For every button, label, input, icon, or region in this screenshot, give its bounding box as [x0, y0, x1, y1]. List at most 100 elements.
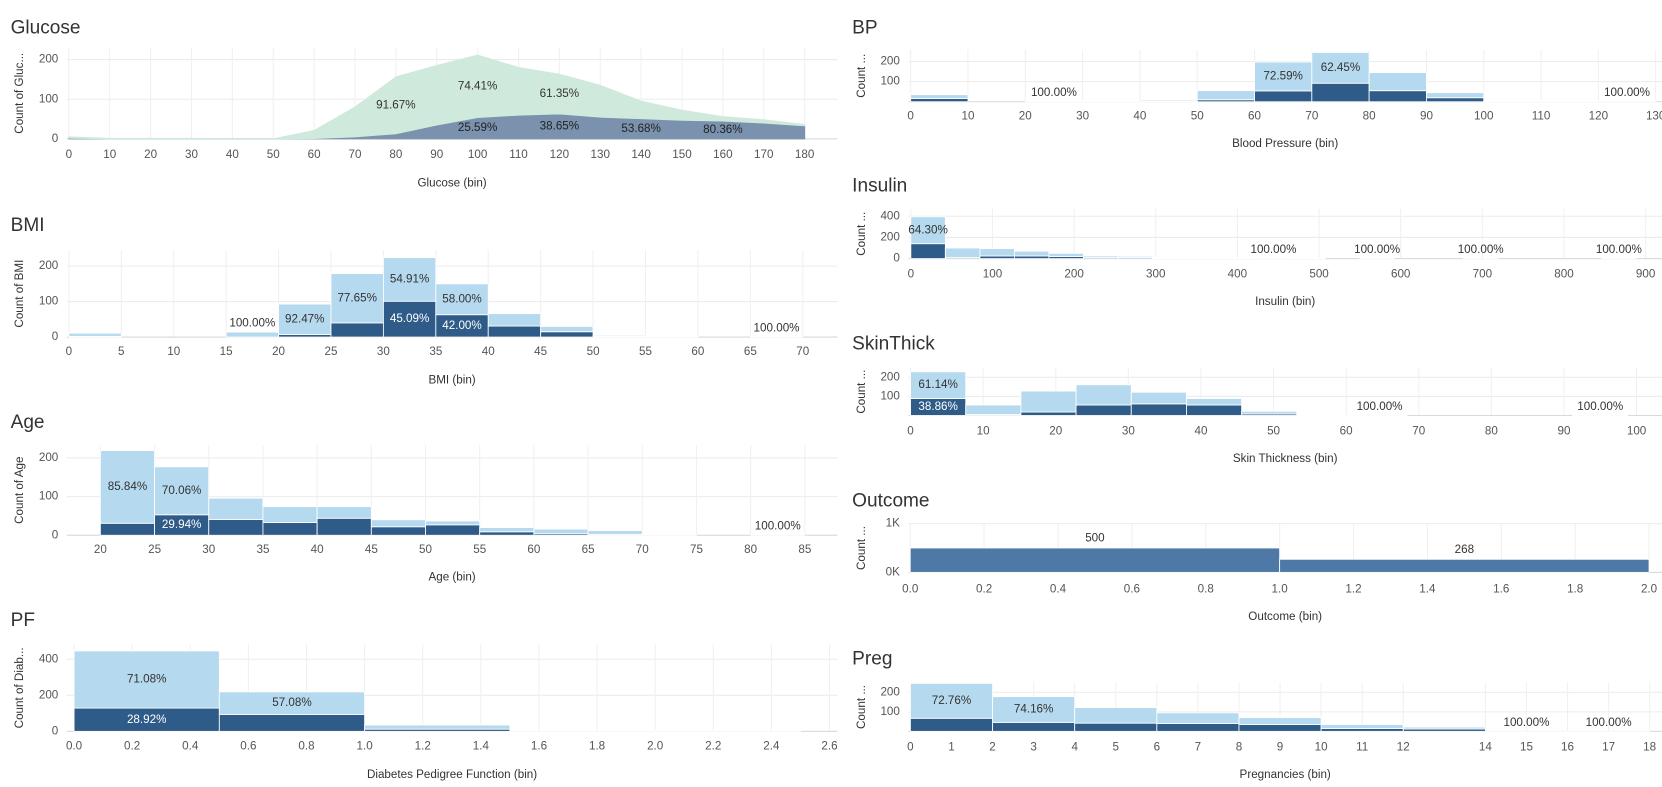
x-tick-label: 20 [272, 345, 285, 358]
x-tick-label: 1.8 [1567, 582, 1583, 595]
x-tick-label: 8 [1236, 740, 1242, 753]
percent-label: 100.00% [755, 519, 801, 532]
x-tick-label: 100 [1474, 110, 1494, 123]
x-tick-label: 60 [1248, 110, 1261, 123]
x-tick-label: 400 [1228, 268, 1248, 281]
x-tick-label: 2.6 [821, 739, 837, 752]
percent-label: 38.65% [540, 119, 579, 132]
x-tick-label: 0 [907, 110, 914, 123]
y-tick-label: 200 [39, 688, 59, 701]
percent-label: 100.00% [1586, 716, 1632, 729]
bar-segment [262, 522, 318, 536]
bar-segment [382, 300, 437, 338]
x-tick-label: 1.6 [531, 739, 547, 752]
x-tick-label: 65 [582, 543, 595, 556]
x-tick-label: 9 [1277, 740, 1283, 753]
y-tick-label: 0 [52, 132, 59, 145]
bar-segment [1320, 728, 1404, 732]
bar-segment [1368, 90, 1427, 103]
x-tick-label: 5 [118, 345, 124, 358]
bar-segment [1279, 558, 1650, 573]
x-tick-label: 2.0 [1641, 582, 1658, 595]
x-tick-label: 2.0 [647, 739, 664, 752]
x-tick-label: 0.4 [182, 739, 199, 752]
bar-segment [1311, 82, 1370, 103]
bar-segment [1074, 722, 1158, 732]
x-tick-label: 1.2 [1345, 582, 1361, 595]
x-axis-title: Age (bin) [428, 571, 475, 584]
percent-label: 38.86% [918, 400, 957, 413]
bar-segment [533, 528, 589, 535]
x-tick-label: 120 [1589, 110, 1609, 123]
bar-segment [487, 325, 542, 338]
x-tick-label: 30 [377, 345, 390, 358]
y-tick-label: 0 [52, 724, 59, 737]
x-tick-label: 35 [429, 345, 442, 358]
percent-label: 100.00% [1250, 243, 1296, 256]
bar-segment [1186, 398, 1243, 406]
chart-title: BMI [11, 215, 45, 236]
x-tick-label: 35 [256, 543, 269, 556]
x-axis-title: Insulin (bin) [1255, 295, 1315, 308]
percent-label: 54.91% [390, 272, 429, 285]
percent-label: 100.00% [1031, 86, 1077, 99]
percent-label: 74.41% [458, 79, 497, 92]
x-tick-label: 90 [430, 148, 443, 161]
x-tick-label: 40 [482, 345, 495, 358]
percent-label: 25.59% [458, 121, 497, 134]
x-tick-label: 0 [66, 148, 73, 161]
x-tick-label: 1.0 [1272, 582, 1289, 595]
percent-label: 100.00% [1357, 400, 1403, 413]
x-tick-label: 0 [907, 740, 914, 753]
x-tick-label: 60 [691, 345, 704, 358]
x-tick-label: 65 [744, 345, 757, 358]
x-tick-label: 80 [1363, 110, 1376, 123]
y-tick-label: 100 [39, 92, 59, 105]
bar-segment [330, 322, 384, 338]
bar-segment [1238, 724, 1322, 732]
x-tick-label: 55 [473, 543, 486, 556]
x-tick-label: 40 [311, 543, 324, 556]
x-tick-label: 18 [1643, 740, 1656, 753]
x-tick-label: 180 [795, 148, 815, 161]
y-axis-title: Count ... [855, 212, 868, 256]
y-tick-label: 100 [880, 705, 900, 718]
x-tick-label: 2 [989, 740, 995, 753]
bar-segment [316, 506, 372, 519]
percent-label: 42.00% [442, 319, 481, 332]
bar-segment [910, 682, 993, 719]
x-tick-label: 0.6 [240, 739, 256, 752]
y-tick-label: 0 [52, 330, 59, 343]
x-tick-label: 85 [798, 543, 811, 556]
bar-segment [278, 303, 332, 335]
x-tick-label: 6 [1154, 740, 1160, 753]
x-tick-label: 80 [1485, 424, 1498, 437]
bar-segment [910, 717, 993, 732]
bar-segment [992, 696, 1076, 723]
x-tick-label: 15 [1520, 740, 1533, 753]
x-tick-label: 2.2 [705, 739, 721, 752]
x-tick-label: 100 [1627, 424, 1647, 437]
x-tick-label: 0.2 [976, 582, 992, 595]
percent-label: 77.65% [337, 291, 376, 304]
bar-segment [1426, 92, 1485, 99]
x-tick-label: 120 [550, 148, 570, 161]
x-tick-label: 60 [308, 148, 321, 161]
percent-label: 64.30% [908, 223, 947, 236]
x-tick-label: 60 [1340, 424, 1353, 437]
x-tick-label: 14 [1479, 740, 1492, 753]
x-tick-label: 60 [527, 543, 540, 556]
bar-segment [965, 404, 1022, 415]
bar-segment [944, 247, 981, 258]
x-tick-label: 45 [534, 345, 547, 358]
bar-segment [1117, 255, 1154, 258]
bar-segment [540, 331, 594, 338]
x-tick-label: 200 [1064, 268, 1084, 281]
chart-title: BP [852, 18, 877, 39]
percent-label: 45.09% [390, 312, 429, 325]
x-tick-label: 10 [977, 424, 990, 437]
y-axis-title: Count of Gluc... [13, 53, 26, 134]
y-tick-label: 200 [880, 370, 900, 383]
percent-label: 100.00% [754, 321, 800, 334]
bar-segment [479, 527, 535, 533]
